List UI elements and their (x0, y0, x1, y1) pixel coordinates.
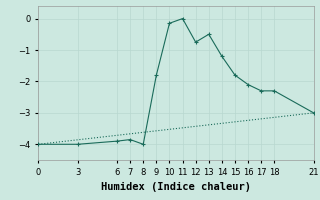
X-axis label: Humidex (Indice chaleur): Humidex (Indice chaleur) (101, 182, 251, 192)
